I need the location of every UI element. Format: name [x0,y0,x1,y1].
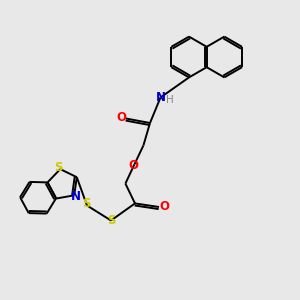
Text: S: S [107,214,115,227]
Text: O: O [128,159,138,172]
Text: H: H [166,95,174,105]
Text: N: N [155,91,166,104]
Text: S: S [82,197,91,210]
Text: N: N [71,190,81,203]
Text: O: O [159,200,169,213]
Text: S: S [54,160,62,173]
Text: O: O [116,111,126,124]
